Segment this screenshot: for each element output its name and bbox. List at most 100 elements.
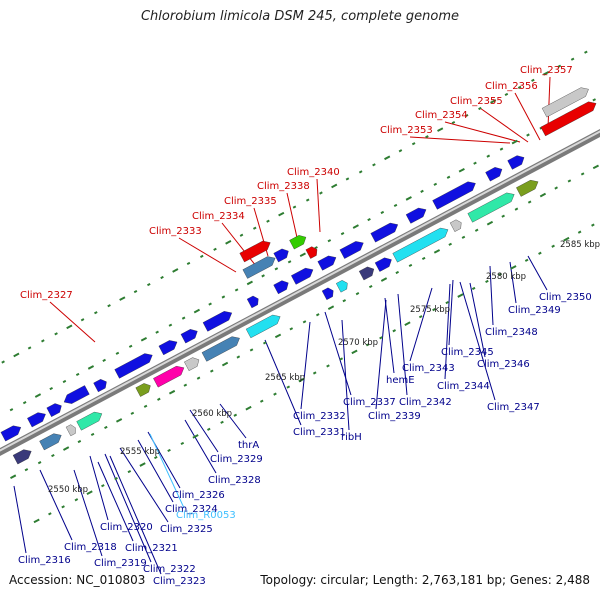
- track-tick: [75, 372, 80, 377]
- track-tick: [315, 313, 320, 317]
- track-tick: [22, 401, 27, 405]
- track-tick: [538, 251, 542, 255]
- track-tick: [210, 369, 214, 373]
- track-tick: [340, 232, 345, 236]
- track-tick: [115, 418, 123, 423]
- track-tick: [181, 316, 186, 320]
- gene-feature: [449, 219, 462, 232]
- track-tick: [457, 293, 464, 298]
- leader-line: [489, 265, 494, 326]
- track-tick: [490, 99, 497, 104]
- gene-label: Clim_2328: [208, 475, 261, 486]
- track-tick: [367, 217, 371, 222]
- track-tick: [206, 427, 211, 431]
- track-tick: [10, 474, 17, 480]
- track-tick: [411, 142, 416, 146]
- track-tick: [551, 244, 555, 248]
- gene-feature: [114, 353, 153, 379]
- gene-label: Clim_2335: [224, 196, 277, 207]
- track-tick: [432, 308, 436, 312]
- leader-line: [316, 178, 321, 233]
- gene-label: Clim_2321: [125, 543, 178, 554]
- track-dots: [0, 50, 600, 524]
- track-tick: [408, 263, 413, 268]
- track-tick: [168, 323, 173, 327]
- gene-label: ribH: [341, 432, 362, 443]
- gene-label: Clim_2334: [192, 211, 245, 222]
- scale-label: 2585 kbp: [560, 240, 600, 250]
- track-tick: [286, 385, 291, 389]
- gene-feature: [507, 155, 525, 170]
- track-tick: [504, 92, 509, 96]
- track-tick: [245, 405, 252, 411]
- gene-feature: [339, 241, 364, 259]
- track-tick: [37, 461, 42, 465]
- track-tick: [262, 341, 267, 345]
- track-tick: [592, 98, 597, 102]
- track-tick: [339, 357, 344, 361]
- gene-feature: [370, 222, 399, 243]
- track-tick: [437, 127, 444, 132]
- leader-line: [547, 76, 551, 129]
- track-tick: [446, 175, 451, 179]
- gene-feature: [541, 87, 589, 118]
- gene-label: Clim_2322: [143, 564, 196, 575]
- track-tick: [63, 446, 70, 451]
- track-tick: [461, 235, 466, 239]
- gene-feature: [321, 287, 334, 300]
- gene-label: Clim_2355: [450, 96, 503, 107]
- track-tick: [13, 352, 20, 358]
- leader-line: [119, 447, 169, 523]
- track-tick: [404, 321, 411, 326]
- gene-label: Clim_2324: [165, 504, 218, 515]
- track-tick: [160, 275, 164, 280]
- track-tick: [143, 404, 148, 408]
- position-scale: 2550 kbp 2555 kbp 2560 kbp 2565 kbp 2570 kbp…: [48, 240, 600, 495]
- track-tick: [239, 233, 244, 237]
- gene-features: [0, 87, 597, 465]
- track-tick: [1, 360, 5, 364]
- leader-line: [300, 321, 311, 410]
- track-tick: [94, 311, 98, 315]
- track-tick: [398, 149, 403, 153]
- gene-label: Clim_2332: [293, 411, 346, 422]
- track-tick: [49, 386, 53, 391]
- gene-label: Clim_2348: [485, 327, 538, 338]
- gene-feature: [305, 246, 318, 259]
- track-tick: [139, 462, 146, 467]
- leader-line: [397, 293, 408, 396]
- track-tick: [192, 434, 199, 439]
- track-tick: [140, 336, 148, 342]
- track-tick: [471, 286, 476, 291]
- track-tick: [221, 361, 229, 367]
- gene-label: Clim_2325: [160, 524, 213, 535]
- track-tick: [292, 205, 297, 209]
- gene-label: Clim_2354: [415, 110, 468, 121]
- gene-feature: [432, 181, 476, 210]
- track-tick: [380, 277, 388, 282]
- leader-line: [459, 281, 496, 401]
- leader-line: [221, 222, 257, 267]
- track-tick: [527, 200, 532, 204]
- gene-feature: [12, 449, 32, 465]
- gene-label: Clim_2333: [149, 226, 202, 237]
- track-tick: [196, 376, 201, 380]
- gene-feature: [93, 379, 107, 393]
- track-tick: [524, 258, 529, 262]
- track-tick: [298, 377, 305, 383]
- track-tick: [9, 408, 14, 412]
- track-tick: [567, 179, 572, 183]
- leader-line: [219, 403, 247, 439]
- track-tick: [130, 411, 135, 415]
- track-tick: [33, 518, 40, 524]
- track-tick: [234, 288, 239, 292]
- gene-feature: [46, 403, 62, 417]
- gene-labels: Clim_2357 Clim_2356 Clim_2355 Clim_2354 Clim…: [18, 65, 592, 587]
- gene-label: Clim_2339: [368, 411, 421, 422]
- leader-line: [444, 121, 521, 143]
- leader-line: [469, 282, 486, 358]
- gene-feature: [153, 366, 185, 388]
- leader-line: [448, 279, 454, 346]
